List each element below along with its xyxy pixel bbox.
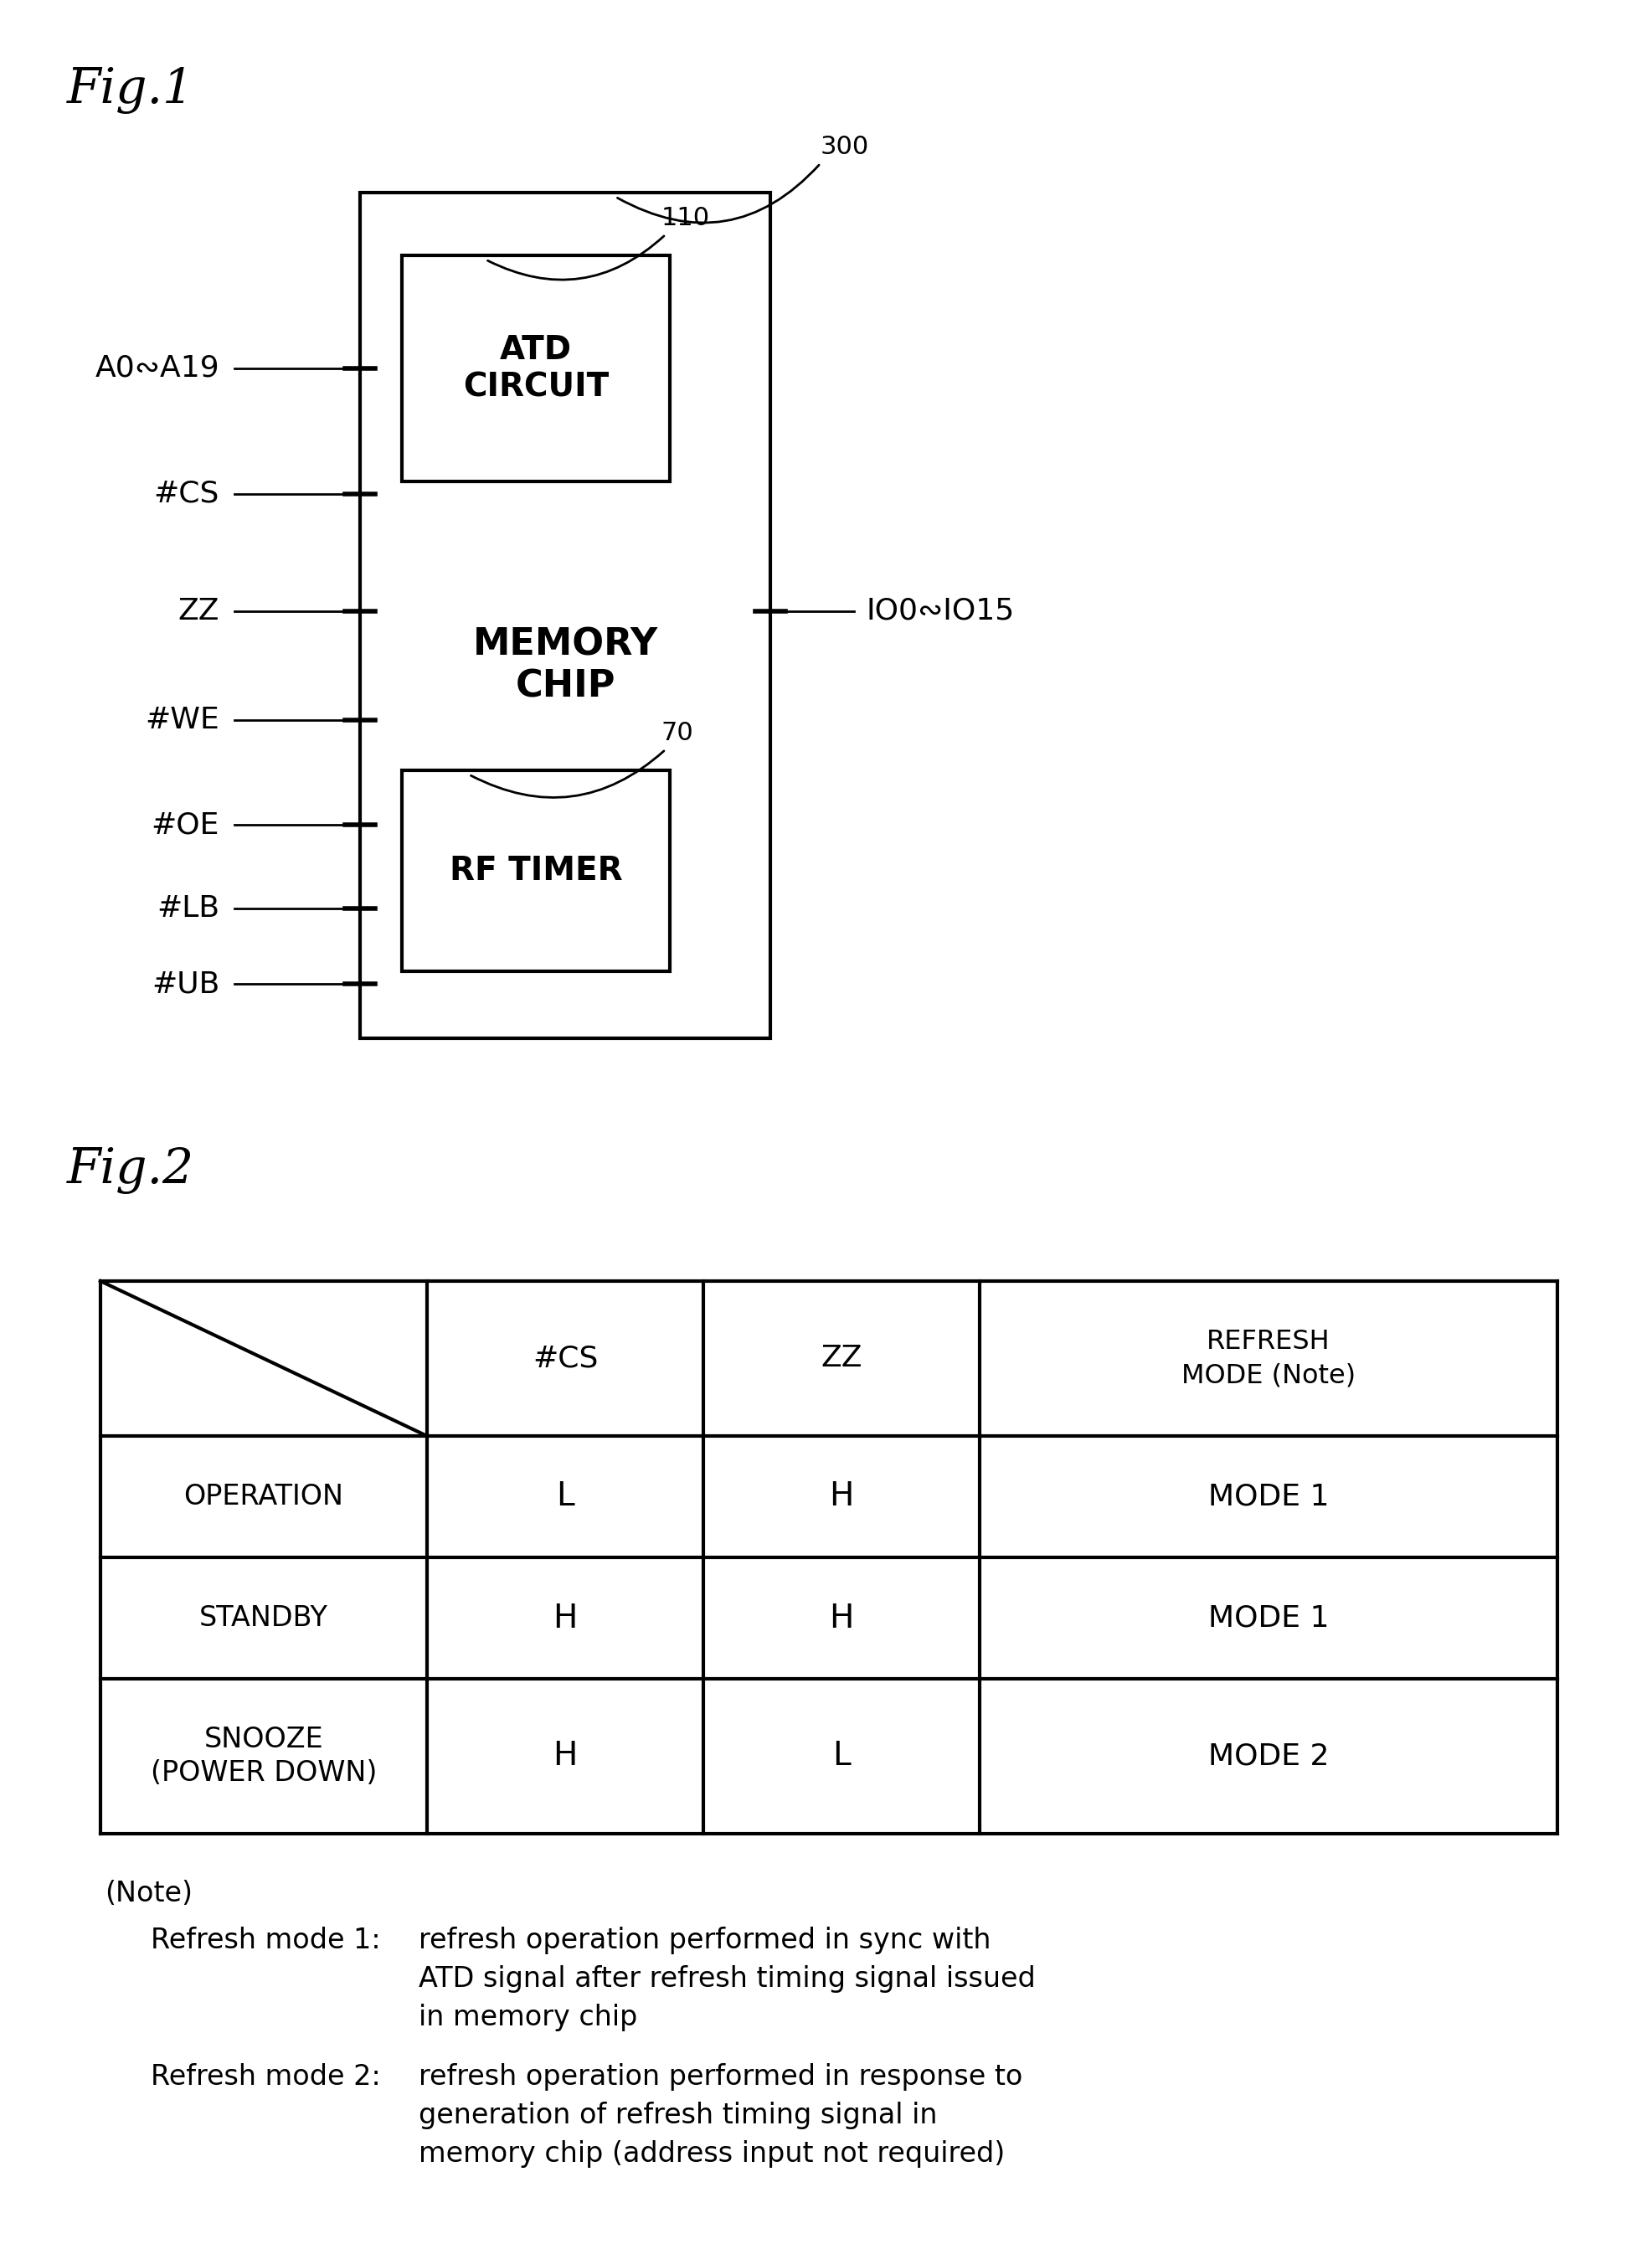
Text: refresh operation performed in sync with: refresh operation performed in sync with [418,1927,991,1954]
Text: 300: 300 [819,135,869,160]
Text: A0∾A19: A0∾A19 [94,353,220,382]
Text: #CS: #CS [154,479,220,508]
Text: Fig.1: Fig.1 [68,67,195,115]
Text: generation of refresh timing signal in: generation of refresh timing signal in [418,2101,937,2130]
Text: ZZ: ZZ [178,596,220,625]
Text: H: H [829,1480,854,1514]
Text: Fig.2: Fig.2 [68,1147,195,1194]
Text: H: H [553,1601,577,1635]
Text: ATD signal after refresh timing signal issued: ATD signal after refresh timing signal i… [418,1966,1036,1993]
Bar [360,193,770,1039]
Bar [401,256,669,481]
Text: STANDBY: STANDBY [200,1604,329,1633]
Text: #OE: #OE [152,810,220,839]
Text: Refresh mode 1:: Refresh mode 1: [150,1927,380,1954]
Text: OPERATION: OPERATION [183,1482,344,1511]
Text: L: L [555,1480,573,1514]
Text: #UB: #UB [152,969,220,999]
Text: ZZ: ZZ [821,1345,862,1372]
Text: #CS: #CS [532,1345,598,1372]
Text: H: H [829,1601,854,1635]
Text: 110: 110 [661,207,710,229]
Text: refresh operation performed in response to: refresh operation performed in response … [418,2062,1023,2092]
Text: ATD
CIRCUIT: ATD CIRCUIT [463,335,608,403]
Text: L: L [833,1741,851,1772]
Text: MEMORY
CHIP: MEMORY CHIP [472,627,657,704]
Text: memory chip (address input not required): memory chip (address input not required) [418,2141,1004,2168]
Text: (Note): (Note) [104,1880,193,1907]
Text: SNOOZE
(POWER DOWN): SNOOZE (POWER DOWN) [150,1725,377,1788]
Bar [401,771,669,972]
Text: H: H [553,1741,577,1772]
Text: RF TIMER: RF TIMER [449,855,623,886]
Text: Refresh mode 2:: Refresh mode 2: [150,2062,380,2092]
Text: MODE 1: MODE 1 [1208,1482,1328,1511]
Text: in memory chip: in memory chip [418,2004,638,2031]
Text: 70: 70 [661,722,694,744]
Text: IO0∾IO15: IO0∾IO15 [866,596,1014,625]
Text: #WE: #WE [145,706,220,735]
Text: REFRESH
MODE (Note): REFRESH MODE (Note) [1181,1329,1355,1388]
Text: #LB: #LB [157,895,220,922]
Text: MODE 1: MODE 1 [1208,1604,1328,1633]
Text: MODE 2: MODE 2 [1208,1743,1328,1770]
